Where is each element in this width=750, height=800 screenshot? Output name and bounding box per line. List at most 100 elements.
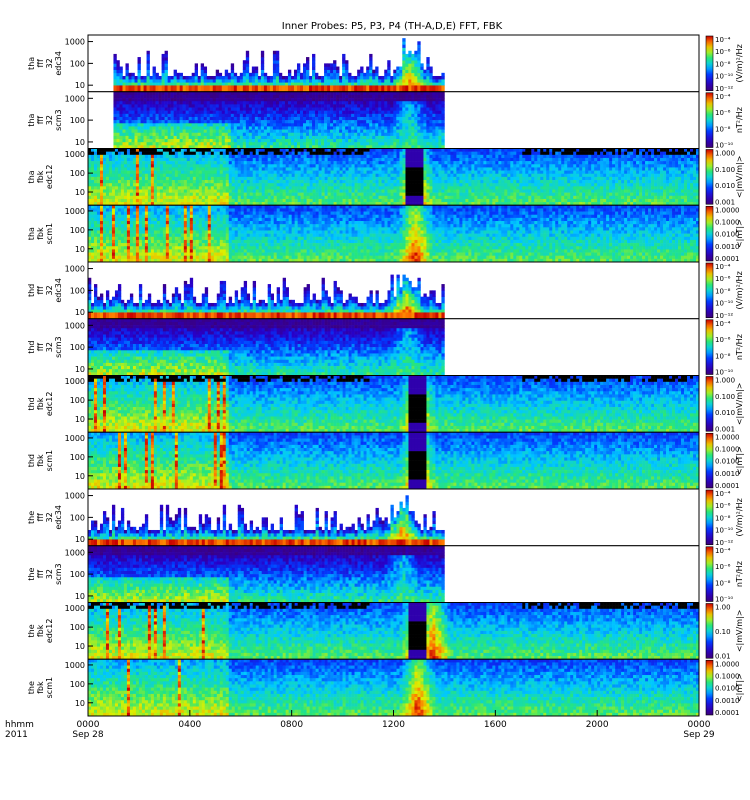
spectrum-cell bbox=[242, 120, 247, 124]
spectrum-cell bbox=[375, 126, 379, 130]
spectrum-cell bbox=[387, 173, 391, 178]
spectrum-cell bbox=[194, 120, 199, 124]
spectrum-cell bbox=[363, 157, 367, 162]
spectrum-cell bbox=[248, 142, 253, 146]
spectrum-cell bbox=[351, 82, 355, 86]
spectrum-cell bbox=[267, 180, 272, 184]
spectrum-cell bbox=[204, 173, 209, 178]
spectrum-cell bbox=[447, 202, 451, 206]
spectrum-cell bbox=[254, 72, 259, 77]
spectrum-cell bbox=[263, 110, 268, 115]
spectrum-cell bbox=[261, 183, 266, 187]
spectrum-cell bbox=[336, 157, 340, 162]
spectrum-cell bbox=[435, 107, 439, 111]
spectrum-cell bbox=[245, 104, 250, 108]
spectrum-cell bbox=[357, 123, 361, 127]
spectrum-cell bbox=[414, 173, 418, 178]
spectrum-cell bbox=[333, 113, 337, 118]
spectrum-cell bbox=[222, 173, 227, 178]
spectrum-cell bbox=[306, 104, 310, 108]
spectrum-cell bbox=[324, 63, 328, 67]
spectrum-cell bbox=[218, 142, 223, 146]
spectrum-cell bbox=[294, 192, 298, 197]
spectrum-cell bbox=[453, 183, 457, 187]
spectrum-cell bbox=[206, 139, 211, 143]
spectrum-cell bbox=[156, 164, 161, 168]
spectrum-cell bbox=[203, 135, 208, 140]
spectrum-cell bbox=[260, 135, 265, 140]
spectrum-cell bbox=[399, 167, 403, 171]
spectrum-cell bbox=[204, 198, 209, 203]
spectrum-cell bbox=[270, 183, 274, 187]
spectrum-cell bbox=[192, 167, 197, 171]
spectrum-cell bbox=[342, 123, 346, 127]
spectrum-cell bbox=[206, 104, 211, 108]
spectrum-cell bbox=[168, 189, 173, 193]
spectrum-cell bbox=[195, 157, 200, 162]
spectrum-cell bbox=[306, 85, 310, 92]
spectrum-cell bbox=[192, 164, 197, 168]
spectrum-cell bbox=[140, 116, 144, 121]
spectrum-cell bbox=[384, 148, 388, 152]
spectrum-cell bbox=[180, 173, 185, 178]
spectrum-cell bbox=[327, 85, 331, 92]
spectrum-cell bbox=[294, 151, 298, 156]
spectrum-cell bbox=[173, 72, 177, 77]
spectrum-cell bbox=[384, 176, 388, 181]
spectrum-cell bbox=[135, 170, 140, 175]
spectrum-cell bbox=[414, 123, 418, 127]
spectrum-cell bbox=[108, 167, 113, 171]
spectrum-cell bbox=[153, 173, 158, 178]
spectrum-cell bbox=[387, 75, 391, 80]
spectrum-cell bbox=[321, 98, 325, 102]
spectrum-cell bbox=[284, 91, 289, 96]
panel-spectrogram bbox=[88, 35, 699, 92]
spectrum-cell bbox=[402, 44, 406, 48]
spectrum-cell bbox=[176, 135, 180, 140]
spectrum-cell bbox=[179, 91, 183, 96]
spectrum-cell bbox=[459, 154, 463, 159]
spectrum-cell bbox=[375, 139, 379, 143]
spectrum-cell bbox=[131, 139, 135, 143]
spectrum-cell bbox=[249, 180, 254, 184]
spectrum-cell bbox=[207, 176, 212, 181]
spectrum-cell bbox=[183, 192, 188, 197]
spectrum-cell bbox=[330, 170, 334, 175]
spectrum-cell bbox=[414, 195, 418, 200]
spectrum-cell bbox=[270, 180, 274, 184]
spectrum-cell bbox=[257, 91, 262, 96]
spectrum-cell bbox=[269, 110, 274, 115]
spectrum-cell bbox=[296, 123, 301, 127]
spectrum-cell bbox=[93, 157, 98, 162]
spectrum-cell bbox=[336, 69, 340, 74]
spectrum-cell bbox=[158, 85, 162, 92]
spectrum-cell bbox=[149, 107, 153, 111]
spectrum-cell bbox=[351, 129, 355, 134]
spectrum-cell bbox=[309, 161, 313, 165]
spectrum-cell bbox=[261, 202, 266, 206]
spectrum-cell bbox=[236, 98, 241, 102]
spectrum-cell bbox=[345, 189, 349, 193]
spectrum-cell bbox=[152, 85, 156, 92]
spectrum-cell bbox=[90, 192, 95, 197]
spectrum-cell bbox=[399, 104, 403, 108]
spectrum-cell bbox=[180, 154, 185, 159]
spectrum-cell bbox=[387, 189, 391, 193]
spectrum-cell bbox=[456, 154, 460, 159]
spectrum-cell bbox=[119, 79, 123, 83]
spectrum-cell bbox=[132, 202, 137, 206]
spectrum-cell bbox=[429, 139, 433, 143]
spectrum-cell bbox=[345, 104, 349, 108]
spectrum-cell bbox=[339, 180, 343, 184]
spectrum-cell bbox=[309, 145, 313, 149]
spectrum-cell bbox=[192, 161, 197, 165]
spectrum-cell bbox=[321, 107, 325, 111]
spectrum-cell bbox=[411, 145, 415, 149]
spectrum-cell bbox=[453, 157, 457, 162]
spectrum-cell bbox=[158, 135, 162, 140]
spectrum-cell bbox=[333, 79, 337, 83]
spectrum-cell bbox=[366, 192, 370, 197]
spectrum-cell bbox=[170, 145, 174, 149]
spectrum-cell bbox=[119, 104, 123, 108]
spectrum-cell bbox=[339, 126, 343, 130]
